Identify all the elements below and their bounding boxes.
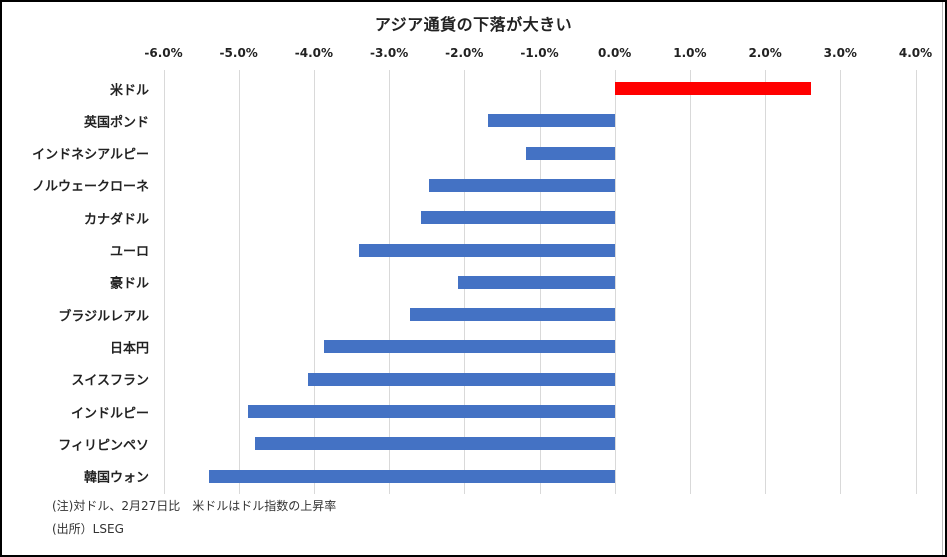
gridline [239, 70, 240, 494]
x-tick-label: 1.0% [673, 46, 707, 60]
gridline [314, 70, 315, 494]
x-tick-label: -6.0% [144, 46, 183, 60]
bar [324, 340, 615, 354]
category-label: ノルウェークローネ [31, 179, 149, 195]
bar [525, 146, 615, 160]
bar [307, 372, 615, 386]
bar [488, 114, 615, 128]
bar [247, 405, 615, 418]
x-tick-label: -4.0% [294, 46, 334, 60]
frame-edge [942, 2, 943, 555]
gridline [765, 70, 766, 494]
bar [359, 243, 615, 257]
gridline [389, 70, 390, 494]
x-tick-label: 4.0% [898, 46, 933, 60]
category-label: インドルピー [70, 406, 149, 421]
x-tick-label: 0.0% [598, 46, 632, 60]
bar [410, 308, 615, 322]
x-tick-label: -5.0% [219, 46, 258, 60]
x-tick-label: -2.0% [445, 46, 484, 60]
bar [208, 469, 615, 483]
x-tick-label: 3.0% [823, 46, 857, 60]
gridline [690, 70, 691, 494]
bar [255, 437, 615, 451]
category-label: 韓国ウォン [83, 470, 149, 486]
gridline [916, 70, 917, 494]
category-label: ブラジルレアル [58, 309, 149, 325]
category-label: ユーロ [109, 244, 149, 260]
category-label: スイスフラン [71, 373, 149, 389]
bar [428, 178, 615, 192]
gridline [615, 70, 616, 494]
chart-title: アジア通貨の下落が大きい [374, 15, 573, 34]
category-label: 英国ポンド [83, 115, 149, 131]
x-tick-label: -3.0% [369, 46, 409, 60]
bar [614, 82, 811, 95]
category-label: 米ドル [109, 83, 149, 98]
gridline [164, 70, 165, 494]
chart-note: (注)対ドル、2月27日比 米ドルはドル指数の上昇率 [52, 499, 337, 513]
category-label: 豪ドル [109, 276, 149, 292]
bar [420, 211, 615, 225]
category-label: カナダドル [83, 212, 149, 228]
x-tick-label: -1.0% [520, 46, 559, 60]
x-tick-label: 2.0% [748, 46, 782, 60]
category-label: 日本円 [109, 341, 149, 357]
category-label: インドネシアルピー [32, 147, 149, 163]
chart-source: (出所）LSEG [52, 522, 124, 536]
bar [457, 275, 615, 289]
gridline [840, 70, 841, 494]
category-label: フィリピンペソ [58, 438, 149, 454]
